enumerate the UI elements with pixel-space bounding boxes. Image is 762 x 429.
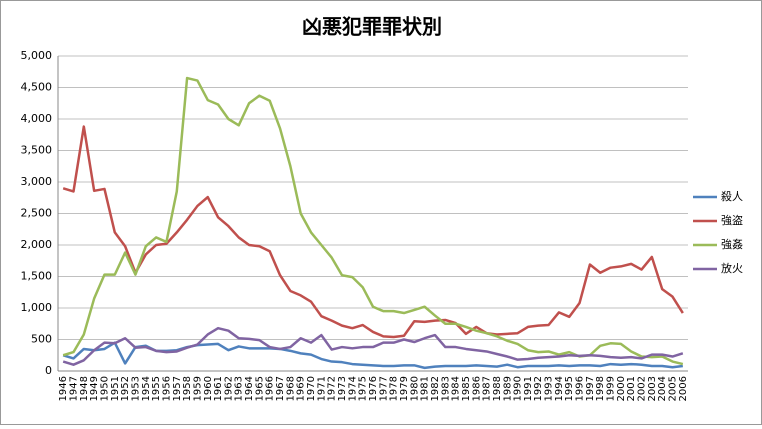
y-tick-label: 1,000 <box>21 301 53 314</box>
x-tick-label: 1976 <box>368 376 379 401</box>
x-tick-label: 1981 <box>420 376 431 401</box>
x-tick-label: 1964 <box>244 376 255 401</box>
x-tick-label: 1963 <box>234 376 245 401</box>
x-tick-label: 1948 <box>79 376 90 401</box>
x-tick-label: 1993 <box>544 376 555 401</box>
x-tick-label: 1958 <box>182 376 193 401</box>
x-tick-label: 1984 <box>451 376 462 401</box>
x-tick-label: 1992 <box>533 376 544 401</box>
legend-label: 殺人 <box>721 189 743 203</box>
x-tick-label: 1975 <box>358 376 369 401</box>
y-tick-label: 2,500 <box>21 207 53 220</box>
x-tick-label: 1974 <box>347 376 358 401</box>
x-tick-label: 1970 <box>306 376 317 401</box>
x-tick-label: 2002 <box>637 376 648 401</box>
y-tick-label: 3,500 <box>21 144 53 157</box>
x-tick-label: 1995 <box>564 376 575 401</box>
x-tick-label: 2004 <box>657 376 668 401</box>
y-tick-label: 0 <box>45 364 52 377</box>
x-tick-label: 1985 <box>461 376 472 401</box>
y-tick-label: 4,000 <box>21 112 53 125</box>
line-series <box>62 326 684 366</box>
x-tick-label: 1988 <box>492 376 503 401</box>
x-tick-label: 1987 <box>482 376 493 401</box>
x-tick-label: 1967 <box>275 376 286 401</box>
x-tick-label: 1990 <box>513 376 524 401</box>
x-tick-label: 1961 <box>213 376 224 401</box>
x-tick-label: 1952 <box>120 376 131 401</box>
x-tick-label: 1959 <box>192 376 203 401</box>
x-tick-label: 1996 <box>575 376 586 401</box>
x-tick-label: 1954 <box>141 376 152 401</box>
y-tick-label: 1,500 <box>21 270 53 283</box>
x-tick-label: 1986 <box>471 376 482 401</box>
x-tick-label: 1994 <box>554 376 565 401</box>
x-tick-label: 1977 <box>378 376 389 401</box>
x-tick-label: 2003 <box>647 376 658 401</box>
x-tick-label: 1972 <box>327 376 338 401</box>
x-tick-label: 1951 <box>110 376 121 401</box>
x-tick-label: 2001 <box>626 376 637 401</box>
x-tick-label: 2006 <box>678 376 689 401</box>
x-tick-label: 1949 <box>89 376 100 401</box>
chart-title: 凶悪犯罪罪状別 <box>302 15 442 39</box>
x-tick-label: 1997 <box>585 376 596 401</box>
x-tick-label: 1983 <box>440 376 451 401</box>
x-tick-label: 1999 <box>606 376 617 401</box>
x-tick-label: 1966 <box>265 376 276 401</box>
x-tick-label: 1991 <box>523 376 534 401</box>
y-tick-label: 2,000 <box>21 238 53 251</box>
legend-label: 放火 <box>721 261 743 275</box>
legend-label: 強姦 <box>721 237 743 251</box>
x-tick-label: 1989 <box>502 376 513 401</box>
y-tick-label: 4,500 <box>21 81 53 94</box>
x-tick-label: 1982 <box>430 376 441 401</box>
x-tick-label: 1968 <box>285 376 296 401</box>
y-tick-label: 500 <box>31 333 52 346</box>
x-tick-label: 1962 <box>223 376 234 401</box>
x-tick-label: 1947 <box>68 376 79 401</box>
x-tick-label: 1955 <box>151 376 162 401</box>
x-tick-label: 1956 <box>161 376 172 401</box>
x-tick-label: 1957 <box>172 376 183 401</box>
x-tick-label: 1960 <box>203 376 214 401</box>
x-tick-label: 1950 <box>99 376 110 401</box>
y-tick-label: 5,000 <box>21 49 53 62</box>
x-tick-label: 2005 <box>668 376 679 401</box>
x-tick-label: 1969 <box>296 376 307 401</box>
x-tick-label: 2000 <box>616 376 627 401</box>
y-tick-label: 3,000 <box>21 175 53 188</box>
x-tick-label: 1978 <box>389 376 400 401</box>
x-tick-label: 1946 <box>58 376 69 401</box>
x-tick-label: 1953 <box>130 376 141 401</box>
x-tick-label: 1998 <box>595 376 606 401</box>
x-tick-label: 1965 <box>254 376 265 401</box>
x-tick-label: 1973 <box>337 376 348 401</box>
legend-label: 強盗 <box>721 214 743 227</box>
line-series <box>62 125 684 339</box>
x-tick-label: 1971 <box>316 376 327 401</box>
line-series <box>62 341 683 370</box>
x-tick-label: 1979 <box>399 376 410 401</box>
x-tick-label: 1980 <box>409 376 420 401</box>
